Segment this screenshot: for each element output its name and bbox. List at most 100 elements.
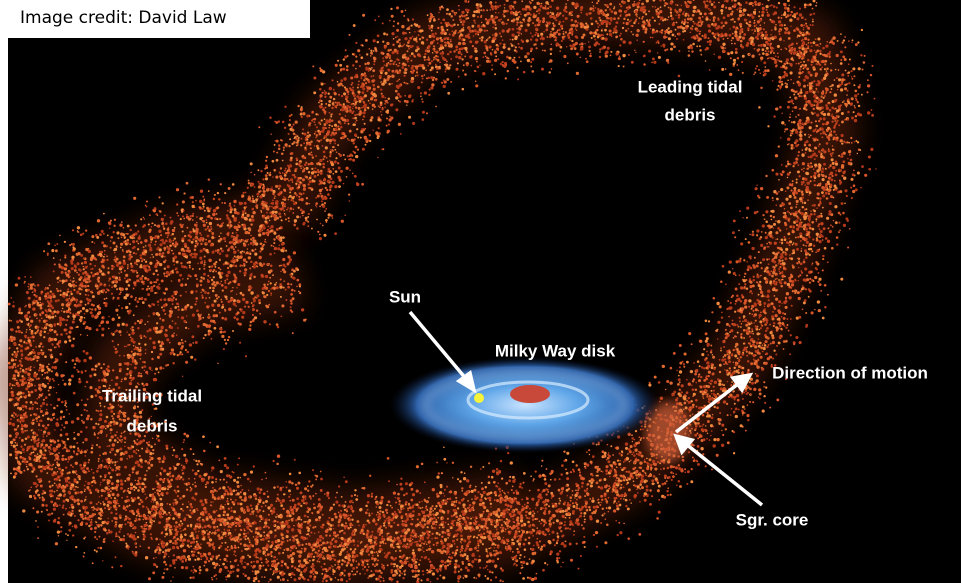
debris-star [756, 4, 758, 6]
debris-star [814, 172, 817, 175]
debris-star [394, 49, 397, 52]
debris-star [722, 434, 724, 436]
debris-star [595, 20, 597, 22]
debris-star [355, 42, 357, 44]
debris-star [709, 26, 711, 28]
debris-star [756, 234, 758, 236]
debris-star [713, 53, 715, 55]
debris-star [762, 258, 765, 261]
debris-star [340, 117, 343, 120]
debris-star [431, 60, 433, 62]
debris-star [549, 59, 552, 62]
debris-star [449, 64, 451, 66]
debris-star [786, 186, 789, 189]
debris-star [825, 88, 828, 91]
debris-star [397, 22, 399, 24]
debris-star [671, 393, 674, 396]
debris-star [435, 78, 438, 81]
debris-star [801, 169, 803, 171]
debris-star [808, 235, 810, 237]
debris-star [827, 227, 829, 229]
debris-star [363, 79, 365, 81]
debris-star [337, 81, 339, 83]
debris-star [793, 83, 795, 85]
debris-star [815, 5, 817, 7]
debris-star [824, 306, 826, 308]
debris-star [571, 14, 573, 16]
debris-star [667, 27, 669, 29]
debris-star [699, 38, 702, 41]
debris-star [505, 46, 507, 48]
debris-star [824, 123, 826, 125]
debris-star [474, 29, 477, 32]
debris-star [543, 31, 545, 33]
debris-star [391, 103, 393, 105]
debris-star [558, 21, 561, 24]
debris-star [476, 3, 479, 6]
debris-star [758, 359, 760, 361]
debris-star [408, 65, 410, 67]
debris-star [767, 259, 769, 261]
debris-star [836, 136, 839, 139]
debris-star [466, 51, 468, 53]
debris-star [334, 143, 336, 145]
debris-star [779, 266, 781, 268]
debris-star [620, 15, 622, 17]
debris-star [562, 15, 564, 17]
debris-star [678, 392, 681, 395]
debris-star [386, 56, 387, 57]
debris-star [288, 168, 290, 170]
debris-star [752, 43, 755, 46]
debris-star [798, 267, 799, 268]
debris-star [779, 38, 782, 41]
debris-star [716, 406, 719, 409]
debris-star [810, 210, 811, 211]
debris-star [802, 309, 804, 311]
debris-star [367, 107, 369, 109]
debris-star [284, 127, 286, 129]
debris-star [732, 372, 735, 375]
debris-star [858, 105, 860, 107]
debris-star [292, 123, 294, 125]
debris-star [580, 22, 583, 25]
debris-star [733, 26, 736, 29]
debris-star [795, 116, 797, 118]
debris-star [580, 57, 582, 59]
debris-star [827, 294, 829, 296]
debris-star [504, 62, 507, 65]
debris-star [815, 154, 818, 157]
debris-star [785, 85, 788, 88]
debris-star [697, 445, 700, 448]
debris-star [301, 116, 303, 118]
debris-star [791, 45, 792, 46]
debris-star [288, 145, 290, 147]
debris-star [777, 238, 779, 240]
debris-star [746, 350, 748, 352]
debris-star [814, 99, 817, 102]
debris-star [819, 102, 821, 104]
debris-star [781, 66, 783, 68]
debris-star [695, 399, 698, 402]
debris-star [853, 111, 855, 113]
debris-star [821, 191, 824, 194]
debris-star [839, 190, 842, 193]
debris-star [721, 68, 724, 71]
debris-star [765, 281, 768, 284]
debris-star [333, 146, 335, 148]
debris-star [465, 49, 467, 51]
debris-star [841, 142, 843, 144]
debris-star [841, 202, 844, 205]
debris-star [764, 402, 766, 404]
debris-star [836, 54, 839, 57]
debris-star [804, 144, 807, 147]
debris-star [599, 51, 601, 53]
debris-star [792, 147, 794, 149]
debris-star [791, 47, 793, 49]
debris-star [822, 54, 824, 56]
debris-star [759, 329, 761, 331]
debris-star [787, 211, 789, 213]
debris-star [536, 10, 538, 12]
debris-star [833, 139, 835, 141]
debris-star [784, 222, 787, 225]
debris-star [386, 53, 389, 56]
